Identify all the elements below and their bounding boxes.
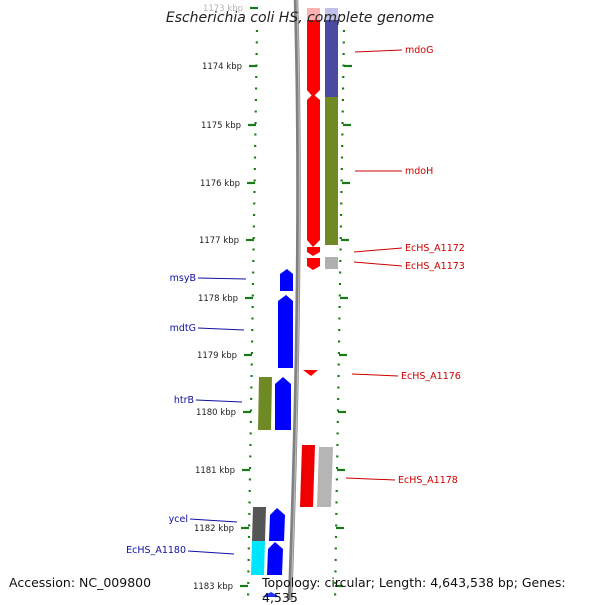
gene-label-EcHS_A1178[interactable]: EcHS_A1178 xyxy=(398,475,458,486)
cog-bar-ycel xyxy=(252,507,266,541)
genome-backbone xyxy=(287,0,301,600)
gene-label-htrB[interactable]: htrB xyxy=(174,395,194,406)
gene-ycel-blue[interactable] xyxy=(269,508,285,541)
kbp-label: 1174 kbp xyxy=(202,62,242,72)
kbp-label: 1177 kbp xyxy=(199,236,239,246)
right-gene-labels: mdoG mdoH EcHS_A1172 EcHS_A1173 EcHS_A11… xyxy=(345,45,465,486)
kbp-label: 1178 kbp xyxy=(198,294,238,304)
gene-label-EcHS_A1180[interactable]: EcHS_A1180 xyxy=(126,545,186,556)
kbp-label: 1175 kbp xyxy=(201,121,241,131)
gene-mdoG-red[interactable] xyxy=(307,8,320,97)
genome-backbone-highlight xyxy=(290,0,301,600)
kbp-label: 1179 kbp xyxy=(197,351,237,361)
cog-bar-EcHS_A1178 xyxy=(317,447,333,507)
gene-label-EcHS_A1172[interactable]: EcHS_A1172 xyxy=(405,243,465,254)
gene-label-mdoH[interactable]: mdoH xyxy=(405,166,433,177)
gene-label-mdoG[interactable]: mdoG xyxy=(405,45,433,56)
gene-ecHS_A1178-red[interactable] xyxy=(300,445,315,507)
map-title: Escherichia coli HS, complete genome xyxy=(165,10,435,26)
kbp-label: 1181 kbp xyxy=(195,466,235,476)
gene-label-ycel[interactable]: ycel xyxy=(169,514,188,525)
inner-track-band xyxy=(232,0,272,600)
right-ruler-ticks xyxy=(335,64,352,588)
cog-bar-EcHS_A1180 xyxy=(251,541,265,575)
gene-ecHS_A1173-red[interactable] xyxy=(307,258,320,270)
gene-EcHS_A1180-blue[interactable] xyxy=(267,542,283,575)
cog-bar-mdoH xyxy=(325,97,338,245)
kbp-label: 1176 kbp xyxy=(200,179,240,189)
kbp-labels: 1173 kbp 1174 kbp 1175 kbp 1176 kbp 1177… xyxy=(193,4,243,592)
kbp-label: 1173 kbp xyxy=(203,4,243,14)
gene-htrB-blue[interactable] xyxy=(275,377,291,430)
gene-ecHS_A1176-red[interactable] xyxy=(303,370,318,376)
kbp-label: 1180 kbp xyxy=(196,408,236,418)
gene-mdtG-blue[interactable] xyxy=(278,295,293,368)
gene-label-EcHS_A1173[interactable]: EcHS_A1173 xyxy=(405,261,465,272)
gene-label-mdtG[interactable]: mdtG xyxy=(170,323,196,334)
left-gene-labels: msyB mdtG htrB ycel EcHS_A1180 xyxy=(126,273,247,556)
gene-bottom-blue[interactable] xyxy=(262,592,280,597)
kbp-ticks xyxy=(240,6,258,588)
genome-summary-label: Topology: circular; Length: 4,643,538 bp… xyxy=(262,575,566,605)
gene-msyB-blue[interactable] xyxy=(280,269,293,291)
cog-bar-htrB xyxy=(258,377,272,430)
gene-ecHS_A1172-red[interactable] xyxy=(307,247,320,256)
gene-mdoH-red[interactable] xyxy=(307,94,320,247)
kbp-label: 1182 kbp xyxy=(194,524,234,534)
cog-bar-mdoG xyxy=(325,8,338,97)
kbp-label: 1183 kbp xyxy=(193,582,233,592)
accession-label: Accession: NC_009800 xyxy=(9,575,152,590)
gene-label-msyB[interactable]: msyB xyxy=(170,273,196,284)
cog-bar-EcHS_A1173 xyxy=(325,257,338,269)
gene-label-EcHS_A1176[interactable]: EcHS_A1176 xyxy=(401,371,461,382)
